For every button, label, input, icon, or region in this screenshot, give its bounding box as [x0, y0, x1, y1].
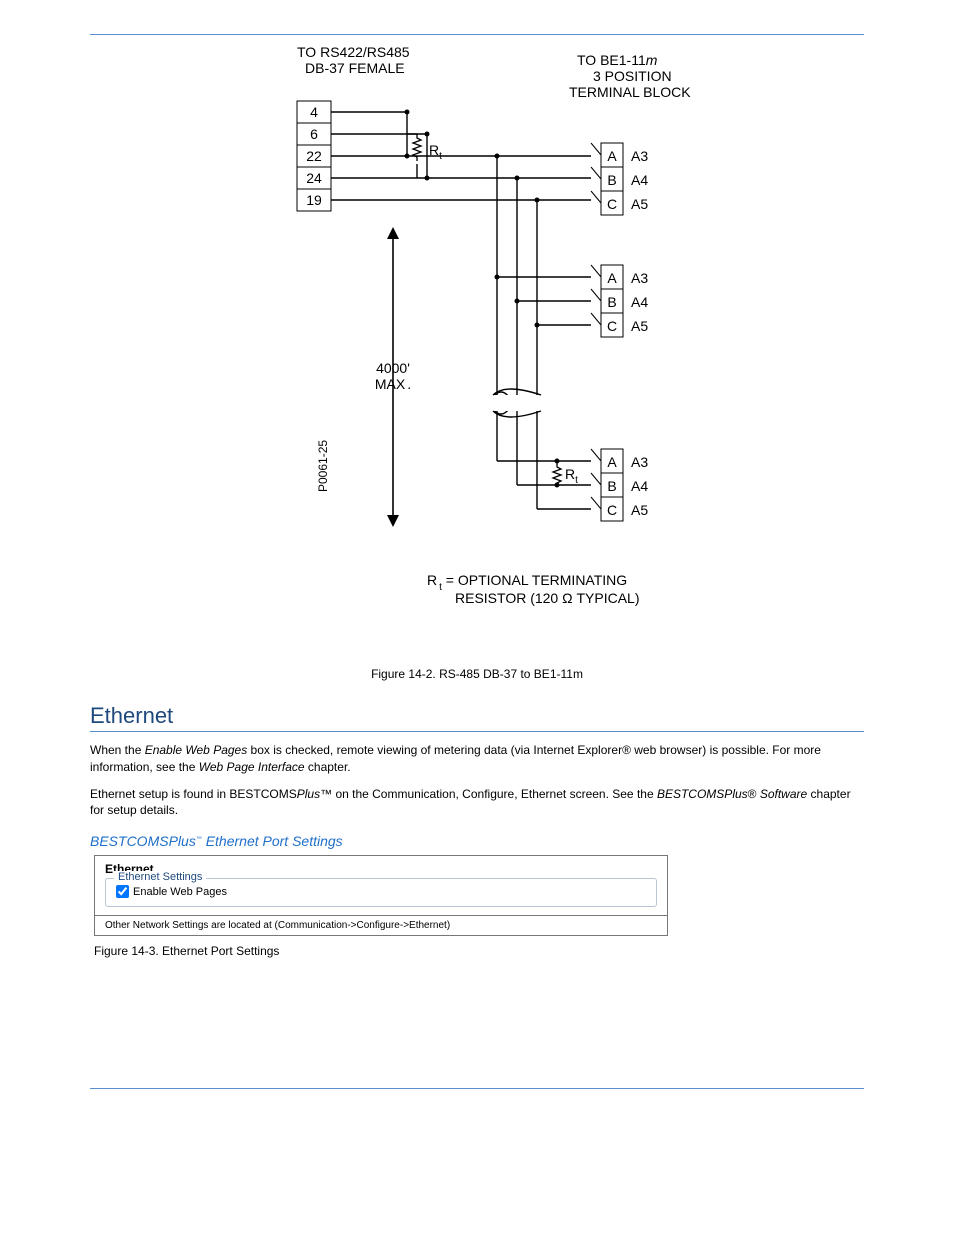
svg-text:B: B [607, 478, 616, 494]
be1-header-3: TERMINAL BLOCK [569, 84, 691, 100]
svg-text:22: 22 [306, 148, 322, 164]
svg-text:A4: A4 [631, 478, 648, 494]
svg-text:A5: A5 [631, 502, 648, 518]
svg-text:A5: A5 [631, 196, 648, 212]
terminal-group-3: A B C A3 A4 A5 [591, 449, 648, 521]
ethernet-settings-screenshot: Ethernet Ethernet Settings Enable Web Pa… [94, 855, 668, 936]
svg-text:B: B [607, 294, 616, 310]
svg-text:C: C [607, 196, 617, 212]
screenshot-group-label: Ethernet Settings [114, 871, 206, 883]
db37-header-2: DB-37 FEMALE [305, 60, 405, 76]
svg-text:6: 6 [310, 126, 318, 142]
svg-text:A5: A5 [631, 318, 648, 334]
ethernet-para-2: Ethernet setup is found in BESTCOMSPlus™… [90, 786, 864, 820]
be1-header-2: 3 POSITION [593, 68, 672, 84]
svg-text:B: B [607, 172, 616, 188]
svg-text:4000': 4000' [376, 360, 410, 376]
svg-text:A3: A3 [631, 148, 648, 164]
svg-text:C: C [607, 502, 617, 518]
ethernet-para-1: When the Enable Web Pages box is checked… [90, 742, 864, 776]
figure-caption-2: Figure 14-3. Ethernet Port Settings [94, 944, 864, 958]
svg-text:MAX.: MAX. [375, 376, 411, 392]
svg-text:19: 19 [306, 192, 322, 208]
svg-text:A4: A4 [631, 172, 648, 188]
enable-web-pages-label: Enable Web Pages [133, 886, 227, 898]
db37-pin-column: 4 6 22 24 19 [297, 101, 331, 211]
svg-text:Rt: Rt [429, 142, 442, 162]
svg-text:C: C [607, 318, 617, 334]
svg-text:A3: A3 [631, 270, 648, 286]
svg-text:24: 24 [306, 170, 322, 186]
note-line-2: RESISTOR (120 Ω TYPICAL) [455, 590, 640, 606]
figure-caption-1: Figure 14-2. RS-485 DB-37 to BE1-11m [90, 667, 864, 681]
svg-text:A: A [607, 270, 617, 286]
svg-text:4: 4 [310, 104, 318, 120]
enable-web-pages-checkbox[interactable]: Enable Web Pages [116, 885, 646, 898]
screenshot-footer-text: Other Network Settings are located at (C… [95, 915, 667, 935]
db37-header-1: TO RS422/RS485 [297, 44, 410, 60]
terminal-group-2: A B C A3 A4 A5 [591, 265, 648, 337]
svg-text:Rt: Rt [565, 466, 578, 486]
be1-header-1: TO BE1-11m [577, 52, 658, 68]
drawing-code: P0061-25 [316, 440, 330, 492]
terminal-group-1: A B C A3 A4 A5 [591, 143, 648, 215]
svg-text:A3: A3 [631, 454, 648, 470]
wiring-diagram: TO RS422/RS485 DB-37 FEMALE TO BE1-11m 3… [197, 37, 757, 657]
svg-text:A4: A4 [631, 294, 648, 310]
section-heading-ethernet: Ethernet [90, 703, 864, 729]
svg-text:A: A [607, 454, 617, 470]
svg-text:A: A [607, 148, 617, 164]
enable-web-pages-input[interactable] [116, 885, 129, 898]
subheading-ethernet-settings: BESTCOMSPlus™ Ethernet Port Settings [90, 833, 864, 849]
